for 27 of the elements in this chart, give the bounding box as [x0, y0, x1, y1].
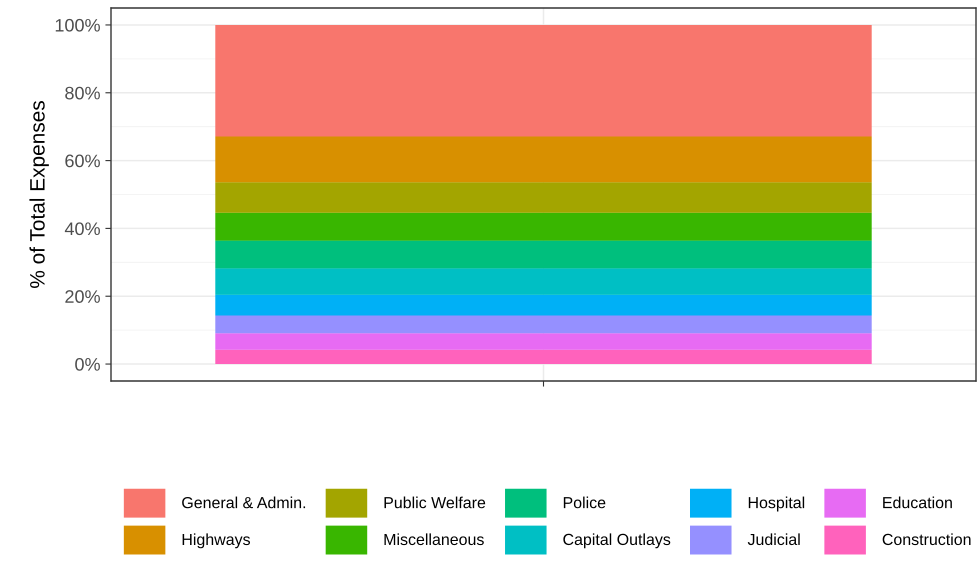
legend-label: Education [883, 496, 952, 508]
legend-label: Police [564, 496, 606, 508]
legend-label: Judicial [748, 533, 800, 546]
y-tick-label: 60% [65, 154, 100, 168]
legend-label: Public Welfare [384, 496, 486, 508]
bar [215, 350, 872, 364]
legend-label: Miscellaneous [384, 533, 484, 546]
y-tick-label: 20% [65, 290, 100, 303]
y-axis-title: % of Total Expenses [29, 101, 49, 288]
bar [215, 136, 872, 182]
bar [215, 268, 872, 295]
bar [215, 316, 872, 334]
y-tick-label: 40% [64, 222, 100, 236]
legend-label: Construction [882, 533, 970, 546]
bar [215, 333, 872, 350]
bar [215, 240, 872, 268]
y-tick-label: 100% [56, 18, 100, 32]
y-tick-label: 80% [65, 86, 100, 100]
bar [215, 182, 872, 213]
legend-label: Highways [182, 533, 250, 548]
legend-label: Capital Outlays [563, 533, 670, 548]
bar [215, 294, 872, 316]
bar [215, 24, 872, 137]
legend-label: General & Admin. [182, 496, 306, 508]
legend-label: Hospital [748, 496, 804, 512]
bar [215, 212, 872, 241]
y-tick-label: 0% [75, 358, 100, 371]
